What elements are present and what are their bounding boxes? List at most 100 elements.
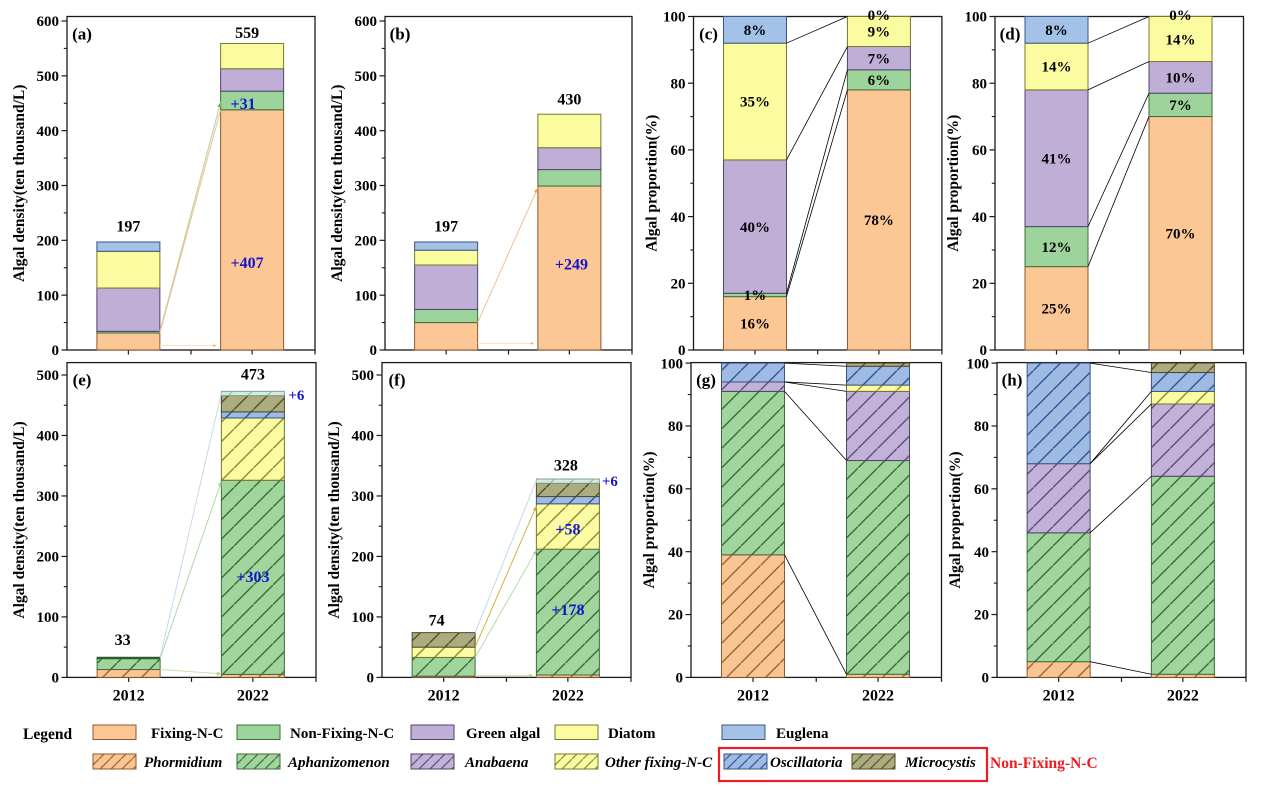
- svg-text:0%: 0%: [868, 8, 891, 24]
- svg-text:Oscillatoria: Oscillatoria: [770, 755, 843, 771]
- svg-text:100: 100: [661, 356, 684, 372]
- svg-text:8%: 8%: [1045, 23, 1068, 39]
- svg-text:0: 0: [52, 343, 60, 359]
- svg-text:6%: 6%: [868, 73, 891, 89]
- svg-text:(b): (b): [390, 25, 411, 44]
- svg-text:10%: 10%: [1166, 70, 1196, 86]
- svg-text:80: 80: [668, 419, 683, 435]
- svg-text:+249: +249: [555, 257, 588, 274]
- svg-text:9%: 9%: [868, 25, 891, 41]
- svg-text:40%: 40%: [740, 220, 770, 236]
- svg-text:473: 473: [241, 366, 265, 383]
- svg-text:197: 197: [434, 219, 458, 236]
- svg-text:197: 197: [116, 219, 140, 236]
- svg-text:20: 20: [668, 608, 683, 624]
- svg-text:300: 300: [37, 179, 60, 195]
- svg-text:60: 60: [972, 143, 987, 159]
- svg-text:559: 559: [235, 25, 259, 42]
- svg-text:Microcystis: Microcystis: [904, 755, 976, 771]
- svg-text:Algal proportion(%): Algal proportion(%): [945, 115, 962, 252]
- svg-text:16%: 16%: [740, 317, 770, 333]
- svg-text:100: 100: [37, 288, 60, 304]
- svg-text:2012: 2012: [737, 687, 769, 704]
- svg-text:500: 500: [355, 69, 378, 85]
- svg-text:200: 200: [355, 234, 378, 250]
- svg-text:0: 0: [678, 343, 686, 359]
- svg-text:100: 100: [355, 288, 378, 304]
- svg-text:2022: 2022: [552, 687, 584, 704]
- svg-text:80: 80: [671, 76, 686, 92]
- svg-text:Algal density(ten thousand/L): Algal density(ten thousand/L): [11, 85, 28, 282]
- svg-text:0: 0: [367, 671, 375, 687]
- svg-text:(g): (g): [696, 371, 716, 390]
- svg-text:400: 400: [352, 429, 375, 445]
- svg-text:74: 74: [429, 613, 445, 630]
- svg-text:500: 500: [37, 69, 60, 85]
- svg-text:328: 328: [554, 458, 578, 475]
- svg-text:500: 500: [352, 368, 375, 384]
- svg-text:0: 0: [676, 671, 684, 687]
- svg-text:200: 200: [37, 550, 60, 566]
- svg-text:430: 430: [557, 92, 581, 109]
- svg-text:70%: 70%: [1166, 227, 1196, 243]
- svg-text:Algal density(ten thousand/L): Algal density(ten thousand/L): [326, 421, 343, 618]
- svg-text:14%: 14%: [1166, 32, 1196, 48]
- svg-text:8%: 8%: [744, 23, 767, 39]
- svg-text:40: 40: [668, 545, 683, 561]
- svg-text:200: 200: [352, 550, 375, 566]
- svg-text:Algal proportion(%): Algal proportion(%): [641, 451, 658, 588]
- svg-text:2022: 2022: [862, 687, 894, 704]
- svg-text:+303: +303: [236, 569, 269, 586]
- svg-text:(h): (h): [1002, 371, 1023, 390]
- svg-text:Algal density(ten thousand/L): Algal density(ten thousand/L): [11, 421, 28, 618]
- svg-text:+58: +58: [555, 522, 580, 539]
- svg-text:60: 60: [668, 482, 683, 498]
- svg-text:+178: +178: [551, 602, 584, 619]
- svg-text:7%: 7%: [1169, 98, 1192, 114]
- svg-text:100: 100: [37, 610, 60, 626]
- svg-text:Algal proportion(%): Algal proportion(%): [947, 451, 964, 588]
- svg-text:100: 100: [967, 356, 990, 372]
- svg-text:40: 40: [972, 210, 987, 226]
- svg-text:+407: +407: [231, 255, 264, 272]
- svg-text:20: 20: [671, 277, 686, 293]
- svg-text:100: 100: [663, 10, 686, 26]
- svg-text:40: 40: [974, 545, 989, 561]
- svg-text:25%: 25%: [1042, 302, 1072, 318]
- svg-text:(a): (a): [72, 25, 92, 44]
- svg-text:Euglena: Euglena: [776, 726, 829, 742]
- svg-text:400: 400: [37, 429, 60, 445]
- svg-text:Legend: Legend: [23, 726, 72, 743]
- svg-text:+31: +31: [231, 96, 256, 113]
- svg-text:Green algal: Green algal: [466, 726, 540, 742]
- svg-text:78%: 78%: [864, 213, 894, 229]
- svg-text:2012: 2012: [428, 687, 460, 704]
- svg-text:1%: 1%: [744, 288, 767, 304]
- svg-text:400: 400: [355, 124, 378, 140]
- svg-text:40: 40: [671, 210, 686, 226]
- svg-text:200: 200: [37, 234, 60, 250]
- svg-text:60: 60: [671, 143, 686, 159]
- svg-text:33: 33: [115, 632, 131, 649]
- svg-text:20: 20: [974, 608, 989, 624]
- svg-text:300: 300: [37, 489, 60, 505]
- svg-text:Algal density(ten thousand/L): Algal density(ten thousand/L): [329, 85, 346, 282]
- svg-text:12%: 12%: [1042, 240, 1072, 256]
- svg-text:100: 100: [352, 610, 375, 626]
- svg-text:300: 300: [355, 179, 378, 195]
- svg-text:2022: 2022: [1167, 687, 1199, 704]
- svg-text:7%: 7%: [868, 51, 891, 67]
- svg-text:400: 400: [37, 124, 60, 140]
- svg-text:Non-Fixing-N-C: Non-Fixing-N-C: [290, 726, 394, 742]
- svg-text:Other fixing-N-C: Other fixing-N-C: [605, 755, 713, 771]
- svg-text:+6: +6: [288, 388, 305, 404]
- svg-text:Non-Fixing-N-C: Non-Fixing-N-C: [990, 755, 1098, 772]
- svg-text:0: 0: [982, 671, 990, 687]
- svg-text:41%: 41%: [1042, 151, 1072, 167]
- svg-text:Phormidium: Phormidium: [144, 755, 222, 771]
- svg-text:60: 60: [974, 482, 989, 498]
- svg-text:80: 80: [972, 76, 987, 92]
- svg-text:80: 80: [974, 419, 989, 435]
- svg-text:500: 500: [37, 368, 60, 384]
- svg-text:(c): (c): [699, 25, 718, 44]
